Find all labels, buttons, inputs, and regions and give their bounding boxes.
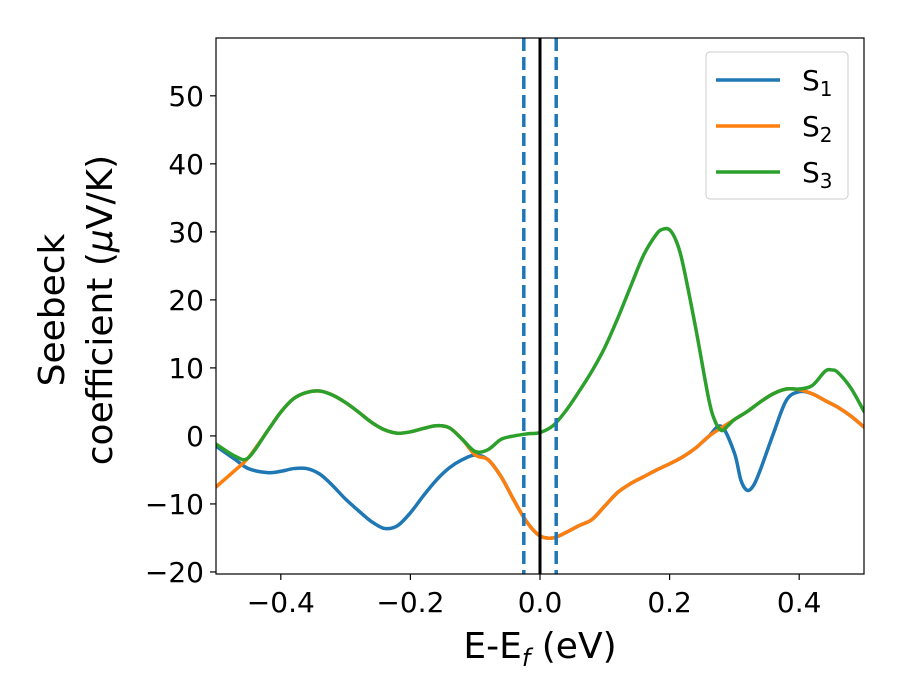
- y-tick-label: 0: [186, 420, 204, 453]
- legend: S1 S2 S3: [705, 51, 849, 200]
- legend-label-s3: S3: [802, 156, 833, 193]
- x-tick-label: 0.4: [777, 586, 822, 619]
- plot-area: [216, 38, 864, 574]
- y-tick-label: 40: [168, 148, 204, 181]
- y-axis: −20 −10 0 10 20 30 40 50: [145, 80, 216, 589]
- y-tick-label: −20: [145, 556, 204, 589]
- x-axis-label: E-Ef (eV): [463, 626, 616, 672]
- y-tick-label: −10: [145, 488, 204, 521]
- y-axis-label-line1: Seebeck: [32, 233, 73, 386]
- series-lines: [216, 226, 864, 540]
- y-tick-label: 30: [168, 216, 204, 249]
- legend-label-s1: S1: [802, 64, 833, 101]
- x-tick-label: 0.2: [647, 586, 692, 619]
- x-tick-label: −0.4: [247, 586, 315, 619]
- x-tick-label: −0.2: [376, 586, 444, 619]
- y-tick-label: 50: [168, 80, 204, 113]
- series-line-s3: [216, 226, 864, 462]
- y-tick-label: 20: [168, 284, 204, 317]
- y-tick-label: 10: [168, 352, 204, 385]
- legend-label-s2: S2: [802, 110, 833, 147]
- x-axis: −0.4 −0.2 0.0 0.2 0.4: [247, 574, 822, 619]
- y-axis-label-line2: coefficient (μV/K): [80, 155, 121, 465]
- x-tick-label: 0.0: [518, 586, 563, 619]
- vertical-reference-lines: [522, 38, 558, 574]
